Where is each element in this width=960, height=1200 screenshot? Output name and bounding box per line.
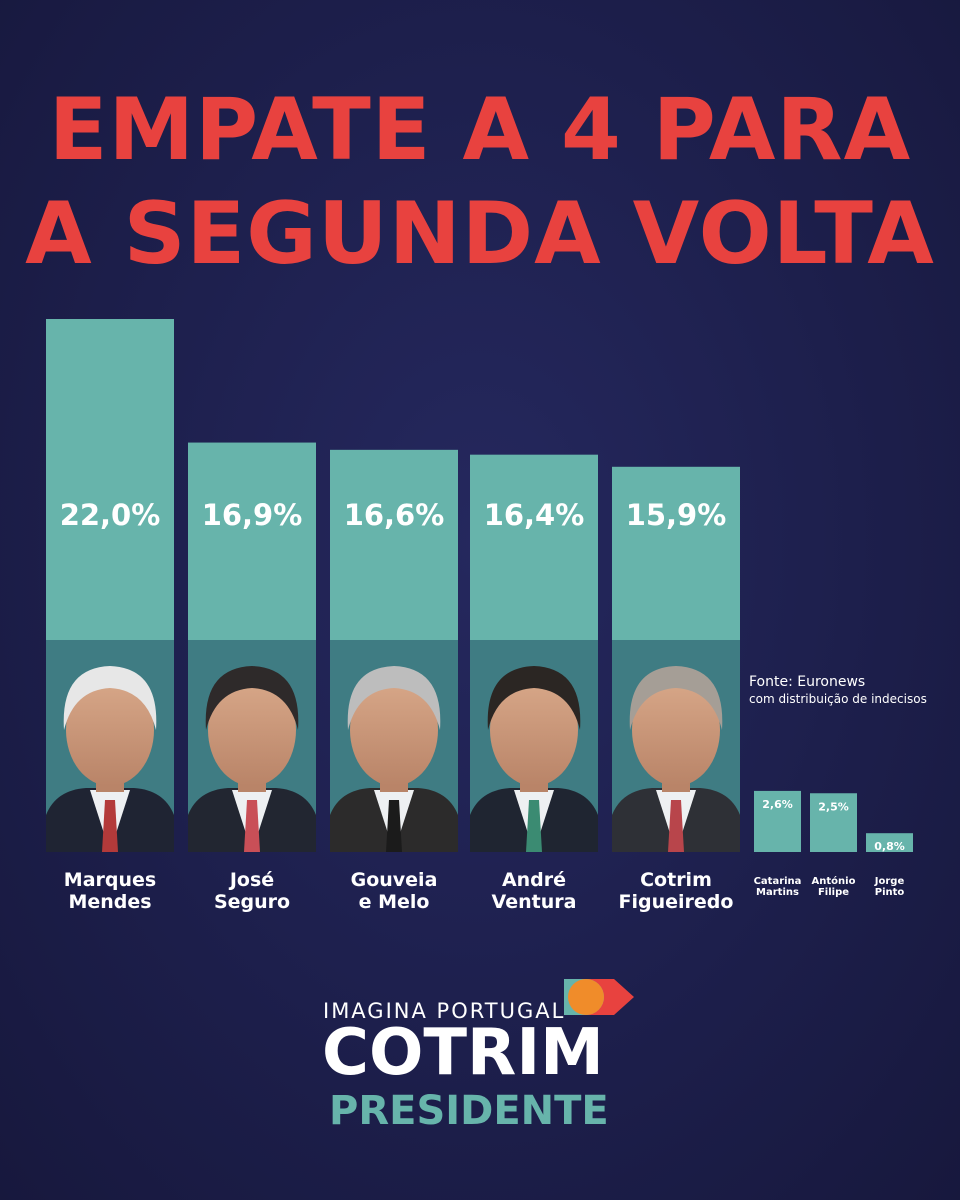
category-label: Mendes: [68, 891, 151, 913]
category-label: Jorge: [874, 876, 905, 887]
category-label: Cotrim: [640, 869, 712, 891]
candidate-portrait-4: [470, 640, 598, 852]
category-label: José: [228, 869, 274, 891]
category-label: Gouveia: [351, 869, 438, 891]
category-label: Filipe: [818, 887, 849, 898]
category-label: Seguro: [214, 891, 290, 913]
bar-value-label: 16,4%: [484, 498, 585, 532]
candidate-portrait-2: [188, 640, 316, 852]
candidate-portrait-5: [612, 640, 740, 852]
category-label: Ventura: [492, 891, 577, 913]
brand-logo-icon: [564, 979, 634, 1015]
bar-value-label: 16,9%: [202, 498, 303, 532]
bar-value-label: 2,5%: [818, 800, 849, 813]
bar-7: [810, 793, 857, 852]
candidate-portrait-1: [46, 640, 174, 852]
source-line-1: Fonte: Euronews: [749, 674, 866, 690]
bar-value-label: 0,8%: [874, 840, 905, 853]
category-label: António: [812, 875, 856, 887]
headline: EMPATE A 4 PARA A SEGUNDA VOLTA: [0, 78, 960, 286]
bar-value-label: 2,6%: [762, 798, 793, 811]
category-label: André: [502, 869, 566, 891]
bar-value-label: 15,9%: [626, 498, 727, 532]
bar-value-label: 16,6%: [344, 498, 445, 532]
category-label: Catarina: [754, 876, 802, 887]
source-note: Fonte: Euronews com distribuição de inde…: [749, 673, 927, 707]
category-label: Figueiredo: [619, 891, 734, 913]
category-label: e Melo: [359, 891, 430, 913]
headline-line-2: A SEGUNDA VOLTA: [25, 184, 935, 284]
bar-8: [866, 833, 913, 852]
category-label: Pinto: [875, 887, 905, 898]
candidate-portrait-3: [330, 640, 458, 852]
source-line-2: com distribuição de indecisos: [749, 692, 927, 706]
brand-subtitle: PRESIDENTE: [329, 1088, 609, 1134]
category-label: Martins: [756, 887, 799, 898]
brand-tagline: IMAGINA PORTUGAL: [323, 999, 566, 1023]
headline-line-1: EMPATE A 4 PARA: [48, 80, 912, 180]
brand-name: COTRIM: [322, 1016, 604, 1090]
category-label: Marques: [64, 869, 156, 891]
bar-6: [754, 790, 801, 852]
bar-value-label: 22,0%: [60, 498, 161, 532]
